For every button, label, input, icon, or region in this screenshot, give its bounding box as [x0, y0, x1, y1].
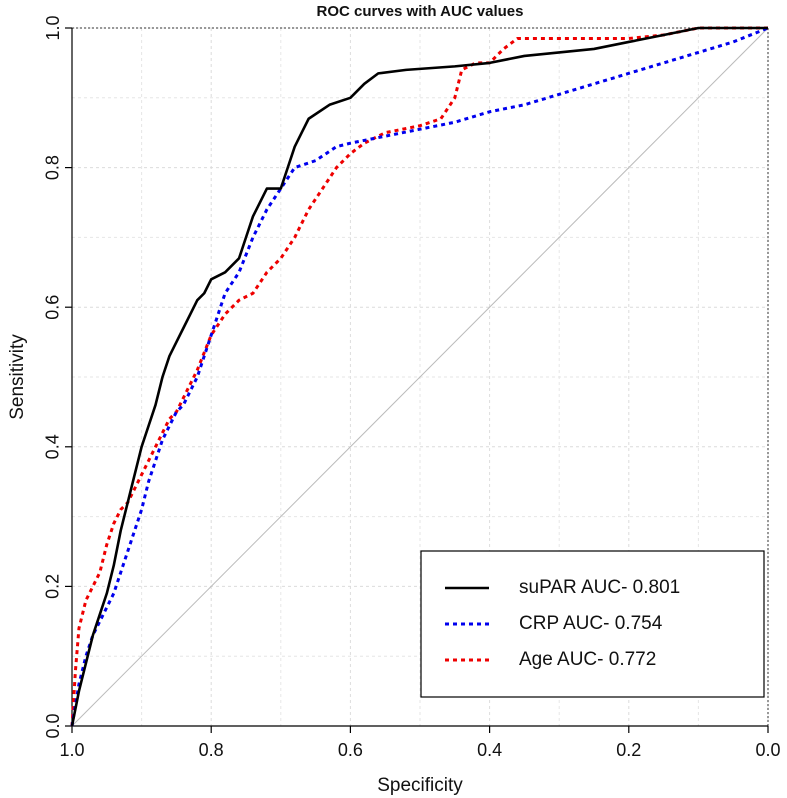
x-tick-label-2: 0.6: [338, 740, 363, 760]
x-tick-label-4: 0.2: [616, 740, 641, 760]
chart-title: ROC curves with AUC values: [316, 3, 523, 20]
x-tick-label-5: 0.0: [755, 740, 780, 760]
x-tick-label-1: 0.8: [199, 740, 224, 760]
y-tick-label-3: 0.6: [43, 295, 63, 320]
y-tick-label-0: 0.0: [43, 713, 63, 738]
legend-label-0: suPAR AUC- 0.801: [519, 577, 680, 598]
y-tick-label-4: 0.8: [43, 155, 63, 180]
y-tick-label-1: 0.2: [43, 574, 63, 599]
axes: 1.0 0.8 0.6 0.4 0.2 0.0 0.0 0.2 0.4 0.6 0.8 1.0: [43, 15, 781, 760]
series-line-2: [70, 26, 768, 727]
series-line-1: [70, 26, 769, 727]
x-tick-label-3: 0.4: [477, 740, 502, 760]
y-axis-label: Sensitivity: [7, 334, 28, 420]
legend-label-2: Age AUC- 0.772: [519, 649, 656, 670]
series-lines: [70, 26, 769, 727]
y-tick-label-2: 0.4: [43, 434, 63, 459]
series-line-0: [70, 26, 768, 727]
legend: suPAR AUC- 0.801 CRP AUC- 0.754 Age AUC- 0…: [420, 550, 765, 698]
legend-label-1: CRP AUC- 0.754: [519, 613, 663, 634]
diagonal-reference-line: [71, 27, 769, 727]
y-tick-label-5: 1.0: [43, 15, 63, 40]
x-tick-label-0: 1.0: [59, 740, 84, 760]
x-axis-label: Specificity: [377, 775, 463, 796]
